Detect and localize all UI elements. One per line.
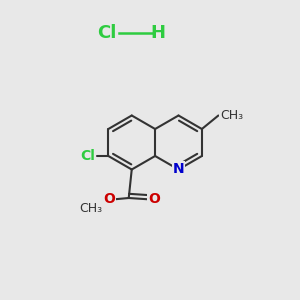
Text: Cl: Cl [80,149,95,163]
Text: CH₃: CH₃ [220,109,243,122]
Text: H: H [150,24,165,42]
Text: Cl: Cl [97,24,116,42]
Text: O: O [103,193,115,206]
Text: CH₃: CH₃ [80,202,103,215]
Text: O: O [148,193,160,206]
Text: N: N [173,163,184,176]
